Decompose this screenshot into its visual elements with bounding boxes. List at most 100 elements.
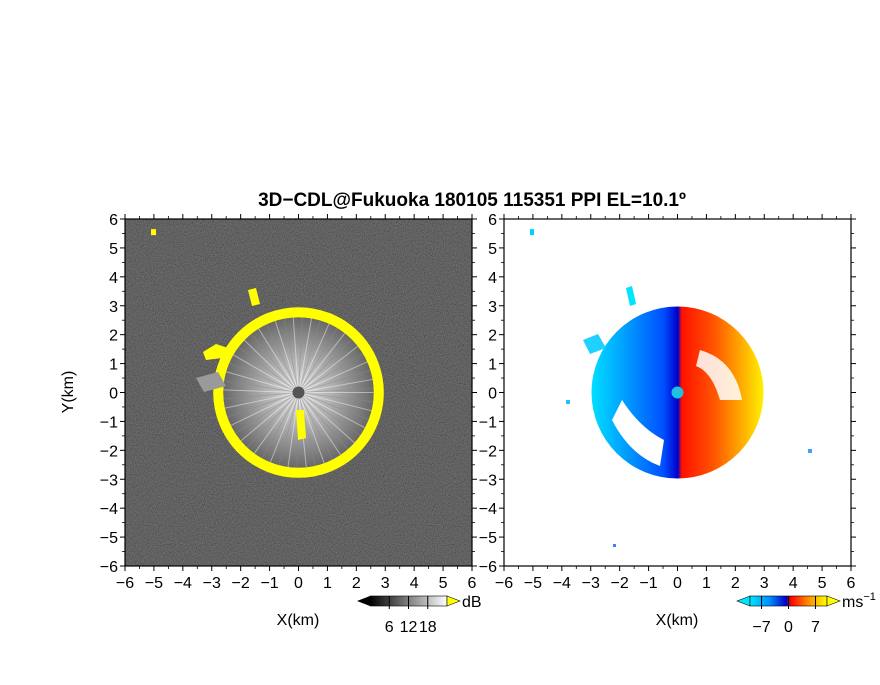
y-tick-label: 6 <box>109 212 118 229</box>
y-tick-label: 3 <box>488 299 497 316</box>
y-tick-label: −1 <box>479 414 497 431</box>
echo-fragment-gray <box>196 372 226 392</box>
x-tick-label: −4 <box>174 575 192 592</box>
echo-fragment-west <box>203 344 228 360</box>
radar-site-marker-velocity <box>671 386 684 399</box>
x-tick-label: −1 <box>639 575 657 592</box>
colorbar-velocity: −7 0 7 ms−1 <box>736 591 876 636</box>
colorbar-velocity-low-arrow <box>736 595 751 607</box>
radial-streak <box>298 392 349 450</box>
y-tick-label: −6 <box>100 559 118 576</box>
y-tick-label: −3 <box>100 472 118 489</box>
radial-streak <box>298 392 369 420</box>
radial-streak <box>298 392 372 412</box>
x-tick-label: 3 <box>760 575 769 592</box>
radial-streak <box>233 354 299 393</box>
colorbar-tick-label: 18 <box>419 619 437 636</box>
echo-dot <box>151 229 157 236</box>
radial-streak <box>298 318 313 393</box>
radial-streak <box>298 370 371 393</box>
x-tick-label: −5 <box>524 575 542 592</box>
radial-streak <box>298 327 338 393</box>
radial-streak <box>298 361 368 393</box>
colorbar-db-high-arrow <box>446 595 461 607</box>
x-tick-label: 5 <box>818 575 827 592</box>
velocity-panel: −6 −5 −4 −3 −2 −1 0 1 2 3 4 5 6 6 5 4 3 2 1 0 −1 −2 −3 −4 −5 −6 X… <box>479 212 876 636</box>
radial-streak <box>298 332 346 393</box>
radial-streak <box>269 392 299 463</box>
y-tick-label: 3 <box>109 299 118 316</box>
radial-streak <box>287 392 299 468</box>
radial-streak <box>298 345 359 393</box>
y-tick-label: −2 <box>479 443 497 460</box>
y-tick-label: 5 <box>109 241 118 258</box>
x-tick-label: 6 <box>847 575 856 592</box>
radial-streak <box>235 392 299 434</box>
x-tick-label: 0 <box>673 575 682 592</box>
radial-streak <box>240 392 299 442</box>
y-tick-label: −5 <box>479 530 497 547</box>
x-tick-label: 0 <box>294 575 303 592</box>
x-tick-label: −5 <box>145 575 163 592</box>
y-tick-label: −5 <box>100 530 118 547</box>
radial-streak <box>298 392 316 466</box>
colorbar-tick-label: −7 <box>752 619 770 636</box>
x-tick-label: 2 <box>352 575 361 592</box>
y-tick-label: 1 <box>109 357 118 374</box>
radial-streak <box>298 388 374 393</box>
x-tick-label: −1 <box>260 575 278 592</box>
radial-streak <box>226 371 299 393</box>
echo-fragment-north <box>248 288 260 306</box>
radial-streak <box>223 392 299 400</box>
radial-streak <box>298 392 341 456</box>
y-tick-label: 0 <box>109 386 118 403</box>
y-tick-label: −1 <box>100 414 118 431</box>
y-tick-label: 1 <box>488 357 497 374</box>
y-tick-label: 5 <box>488 241 497 258</box>
echo-ring <box>213 307 384 478</box>
radial-streak <box>258 328 299 393</box>
velocity-fragment-west <box>583 334 606 354</box>
radial-streaks <box>223 317 374 468</box>
y-tick-label: −4 <box>100 501 118 518</box>
radial-streak <box>274 320 299 393</box>
radial-streak <box>283 318 299 393</box>
velocity-fragment-north <box>626 286 636 306</box>
radial-streak <box>229 362 299 393</box>
y-tick-label: −2 <box>100 443 118 460</box>
x-tick-label: −6 <box>495 575 513 592</box>
velocity-speck-west <box>566 400 570 404</box>
x-axis-label-left: X(km) <box>277 612 320 629</box>
colorbar-velocity-high-arrow <box>826 595 841 607</box>
radial-streak <box>253 392 299 454</box>
x-tick-label: −6 <box>116 575 134 592</box>
x-tick-label: 6 <box>468 575 477 592</box>
velocity-echo-dot <box>530 229 535 236</box>
echo-fragment-south <box>296 410 306 440</box>
velocity-speck-south <box>613 544 616 547</box>
radial-streak <box>298 392 361 437</box>
radial-streak <box>298 338 353 393</box>
radial-streak <box>238 346 299 393</box>
radial-streak <box>266 324 299 393</box>
radial-streak <box>298 323 330 393</box>
colorbar-tick-label: 0 <box>784 619 793 636</box>
radial-streak <box>261 392 299 459</box>
y-tick-label: 4 <box>488 270 497 287</box>
y-tick-label: 0 <box>488 386 497 403</box>
radial-streak <box>298 317 303 393</box>
x-tick-label: 2 <box>731 575 740 592</box>
radial-streak <box>298 320 321 393</box>
colorbar-db-unit: dB <box>462 594 482 611</box>
y-tick-label: −4 <box>479 501 497 518</box>
radial-streak <box>298 392 366 429</box>
y-tick-label: 6 <box>488 212 497 229</box>
radial-streak <box>298 392 355 444</box>
x-tick-label: 3 <box>381 575 390 592</box>
colorbar-tick-label: 6 <box>385 619 394 636</box>
x-tick-label: 5 <box>439 575 448 592</box>
radial-streak <box>250 333 299 393</box>
y-tick-label: 4 <box>109 270 118 287</box>
x-tick-label: −4 <box>553 575 571 592</box>
